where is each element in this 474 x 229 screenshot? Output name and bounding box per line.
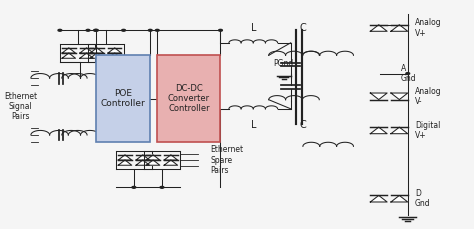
Text: C: C <box>299 120 306 130</box>
Text: POE
Controller: POE Controller <box>101 89 146 108</box>
Text: Ethernet
Spare
Pairs: Ethernet Spare Pairs <box>210 145 243 175</box>
Circle shape <box>148 29 152 31</box>
Text: C: C <box>299 23 306 33</box>
Text: Digital
V+: Digital V+ <box>415 121 440 140</box>
Polygon shape <box>62 48 75 53</box>
Polygon shape <box>146 155 160 160</box>
Text: D
Gnd: D Gnd <box>415 189 430 208</box>
Text: L: L <box>251 23 256 33</box>
Text: Analog
V-: Analog V- <box>415 87 441 106</box>
Polygon shape <box>164 160 178 165</box>
Polygon shape <box>146 160 160 165</box>
Text: Analog
V+: Analog V+ <box>415 18 441 38</box>
Polygon shape <box>118 160 132 165</box>
Polygon shape <box>391 25 408 31</box>
Text: Ethernet
Signal
Pairs: Ethernet Signal Pairs <box>4 92 37 121</box>
Polygon shape <box>391 195 408 202</box>
Polygon shape <box>136 160 149 165</box>
Polygon shape <box>90 53 104 58</box>
Circle shape <box>86 29 90 31</box>
Text: L: L <box>251 120 256 130</box>
Circle shape <box>132 186 136 188</box>
Polygon shape <box>370 25 387 31</box>
Polygon shape <box>164 155 178 160</box>
Polygon shape <box>391 127 408 134</box>
Polygon shape <box>90 48 104 53</box>
Polygon shape <box>370 127 387 134</box>
Polygon shape <box>118 155 132 160</box>
Circle shape <box>122 29 126 31</box>
Circle shape <box>219 29 222 31</box>
Circle shape <box>406 73 410 74</box>
Polygon shape <box>370 93 387 100</box>
FancyBboxPatch shape <box>157 55 220 142</box>
Circle shape <box>160 186 164 188</box>
Polygon shape <box>80 48 93 53</box>
FancyBboxPatch shape <box>96 55 150 142</box>
Text: PGnd: PGnd <box>273 59 294 68</box>
Circle shape <box>94 29 98 31</box>
Polygon shape <box>80 53 93 58</box>
Circle shape <box>94 29 97 31</box>
Polygon shape <box>108 53 121 58</box>
Circle shape <box>58 29 62 31</box>
Polygon shape <box>136 155 149 160</box>
Text: DC-DC
Converter
Controller: DC-DC Converter Controller <box>168 84 210 113</box>
Polygon shape <box>108 48 121 53</box>
Circle shape <box>155 29 159 31</box>
Polygon shape <box>391 93 408 100</box>
Text: A
Gnd: A Gnd <box>401 64 416 83</box>
Polygon shape <box>62 53 75 58</box>
Polygon shape <box>370 195 387 202</box>
